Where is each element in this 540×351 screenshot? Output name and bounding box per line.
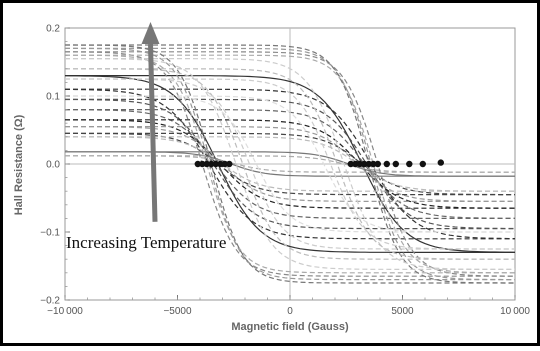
marker-right-3 (356, 160, 363, 168)
series-1-branch-b (65, 74, 516, 253)
y-tick-label-5: 0.2 (46, 24, 60, 35)
marker-right-9 (392, 160, 399, 168)
marker-layer (194, 159, 444, 168)
annotation-layer: Increasing Temperature (66, 22, 226, 252)
axis-layer: −10 000 −5000 0 5000 10 000 −0.2 −0.1 0.0 0.1 0.2 (40, 24, 530, 318)
x-tick-label-3: 0 (287, 306, 293, 317)
marker-right-1 (347, 160, 354, 168)
series-8-branch-a (65, 136, 515, 192)
marker-right-4 (361, 160, 368, 168)
marker-left-5 (212, 160, 219, 168)
x-tick-label-1: −10 000 (47, 306, 83, 317)
marker-right-8 (383, 160, 390, 168)
series-17-branch-b (65, 78, 515, 250)
y-tick-label-4: 0.1 (46, 92, 60, 103)
marker-right-6 (370, 160, 377, 168)
x-tick-label-5: 10 000 (500, 306, 530, 317)
series-6-branch-b (65, 125, 515, 202)
marker-right-2 (352, 160, 359, 168)
series-8-branch-b (65, 136, 515, 192)
marker-left-2 (199, 160, 206, 168)
series-5-branch-a (64, 119, 515, 209)
series-15-branch-b (65, 57, 515, 270)
series-3-branch-a (65, 98, 515, 230)
marker-left-4 (208, 160, 215, 168)
series-13-branch-a (65, 47, 515, 281)
series-12-branch-b (65, 54, 515, 274)
y-tick-label-3: 0.0 (46, 160, 60, 171)
series-18-branch-b (65, 95, 515, 233)
marker-left-8 (226, 160, 233, 168)
series-11-branch-a (65, 51, 515, 277)
y-tick-label-1: −0.2 (40, 296, 60, 307)
series-15-branch-a (65, 57, 515, 270)
series-14-branch-a (65, 44, 515, 284)
series-6-branch-a (65, 125, 515, 202)
series-7-branch-a (65, 132, 515, 196)
marker-right-5 (365, 160, 372, 168)
x-tick-label-2: −5000 (163, 306, 192, 317)
y-axis-label: Hall Resistance (Ω) (13, 114, 25, 215)
series-5-branch-b (65, 119, 516, 209)
series-9-branch-b (65, 151, 515, 177)
series-4-branch-a (65, 109, 515, 219)
series-10-branch-b (65, 155, 515, 173)
annotation-arrow-head (141, 22, 160, 44)
series-14-branch-b (65, 44, 515, 284)
y-tick-label-2: −0.1 (40, 228, 60, 239)
marker-right-11 (419, 160, 426, 168)
marker-left-1 (194, 160, 201, 168)
annotation-text: Increasing Temperature (66, 233, 226, 252)
series-16-branch-b (65, 68, 515, 260)
x-axis-label: Magnetic field (Gauss) (231, 321, 349, 333)
series-13-branch-b (65, 47, 515, 281)
series-7-branch-b (65, 132, 515, 196)
marker-left-7 (221, 160, 228, 168)
marker-left-3 (203, 160, 210, 168)
marker-right-12 (437, 159, 444, 166)
x-tick-label-4: 5000 (391, 306, 414, 317)
series-layer (64, 44, 516, 284)
marker-right-10 (406, 160, 413, 168)
annotation-arrow-shaft (148, 43, 158, 222)
series-3-branch-b (65, 98, 515, 230)
marker-left-6 (217, 160, 224, 168)
marker-right-7 (374, 160, 381, 168)
series-1-branch-a (64, 75, 515, 253)
